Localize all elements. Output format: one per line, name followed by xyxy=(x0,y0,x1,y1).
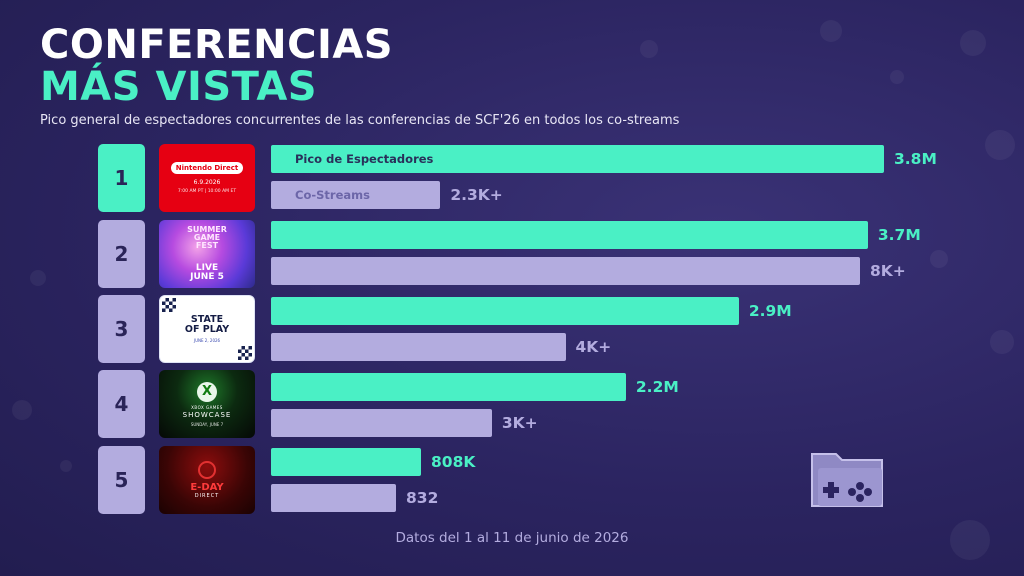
thumbnail-date: JUNE 5 xyxy=(190,272,224,282)
data-label-peak: 3.8M xyxy=(894,150,937,168)
data-label-co-streams: 2.3K+ xyxy=(450,186,503,204)
rank-badge: 2 xyxy=(98,220,145,288)
sop-title-line: OF PLAY xyxy=(184,324,230,335)
thumbnail-live-label: LIVE xyxy=(195,263,219,273)
bar-co-streams xyxy=(271,257,860,285)
summer-game-fest-thumbnail: SUMMER GAME FEST LIVE JUNE 5 xyxy=(159,220,255,288)
folder-gamepad-icon xyxy=(811,453,883,507)
thumbnail-date: SUNDAY, JUNE 7 xyxy=(190,421,224,427)
background-bubble xyxy=(960,30,986,56)
data-label-peak: 2.2M xyxy=(635,378,679,396)
page-title-accent: MÁS VISTAS xyxy=(40,64,318,110)
background-bubble xyxy=(60,460,72,472)
bar-co-streams xyxy=(271,409,492,437)
bar-peak-viewers xyxy=(271,145,884,173)
nintendo-direct-thumbnail: Nintendo Direct 6.9.2026 7:00 AM PT | 10… xyxy=(159,144,255,212)
sgf-logo-line: SUMMER xyxy=(187,225,227,234)
background-bubble xyxy=(950,520,990,560)
bar-peak-viewers xyxy=(271,297,739,325)
data-label-peak: 808K xyxy=(431,453,476,471)
bar-co-streams xyxy=(271,484,396,512)
footer-note: Datos del 1 al 11 de junio de 2026 xyxy=(395,530,629,546)
data-label-co-streams: 4K+ xyxy=(575,338,612,356)
checker-pattern xyxy=(162,298,176,312)
bar-co-streams xyxy=(271,333,566,361)
page-title: CONFERENCIAS xyxy=(40,22,394,68)
sgf-logo-line: GAME xyxy=(193,233,221,242)
sgf-logo-line: FEST xyxy=(195,241,219,250)
background-bubble xyxy=(820,20,842,42)
bar-peak-viewers xyxy=(271,448,421,476)
state-of-play-thumbnail: STATE OF PLAY JUNE 2, 2026 xyxy=(159,295,255,363)
data-label-peak: 3.7M xyxy=(877,226,921,244)
background-bubble xyxy=(12,400,32,420)
checker-pattern xyxy=(238,346,252,360)
gears-sub-label: DIRECT xyxy=(194,493,220,499)
nintendo-direct-logo: Nintendo Direct xyxy=(170,162,244,174)
xbox-title: SHOWCASE xyxy=(182,410,232,419)
background-bubble xyxy=(890,70,904,84)
background-bubble xyxy=(30,270,46,286)
data-label-co-streams: 3K+ xyxy=(501,414,538,432)
background-bubble xyxy=(640,40,658,58)
gears-title: E-DAY xyxy=(190,482,224,493)
rank-badge: 3 xyxy=(98,295,145,363)
legend-peak-label: Pico de Espectadores xyxy=(295,152,434,166)
background-bubble xyxy=(930,250,948,268)
thumbnail-time: 7:00 AM PT | 10:00 AM ET xyxy=(177,189,237,194)
rank-badge: 4 xyxy=(98,370,145,438)
xbox-sub-label: XBOX GAMES xyxy=(191,404,223,410)
page-subtitle: Pico general de espectadores concurrente… xyxy=(40,113,680,128)
background-bubble xyxy=(985,130,1015,160)
rank-badge: 5 xyxy=(98,446,145,514)
xbox-showcase-thumbnail: X XBOX GAMES SHOWCASE SUNDAY, JUNE 7 xyxy=(159,370,255,438)
bar-peak-viewers xyxy=(271,373,626,401)
gears-eday-thumbnail: E-DAY DIRECT xyxy=(159,446,255,514)
data-label-co-streams: 8K+ xyxy=(870,262,906,280)
thumbnail-date: JUNE 2, 2026 xyxy=(193,338,221,343)
data-label-peak: 2.9M xyxy=(748,302,792,320)
sop-title-line: STATE xyxy=(190,314,224,325)
thumbnail-date: 6.9.2026 xyxy=(193,179,221,186)
xbox-logo-icon: X xyxy=(197,381,217,402)
legend-co-streams-label: Co-Streams xyxy=(295,188,370,202)
data-label-co-streams: 832 xyxy=(406,489,439,507)
bar-peak-viewers xyxy=(271,221,868,249)
rank-badge: 1 xyxy=(98,144,145,212)
crimson-omen-icon xyxy=(198,461,216,479)
bar-co-streams xyxy=(271,181,441,209)
background-bubble xyxy=(990,330,1014,354)
